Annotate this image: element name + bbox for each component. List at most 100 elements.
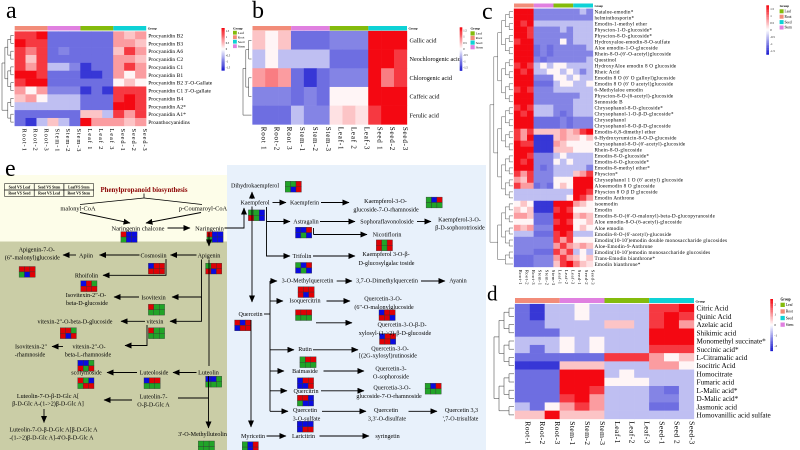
svg-text:Seed 2: Seed 2 <box>672 421 681 444</box>
svg-text:-(1->2)β-D-Glc A]-4'O-β-D-Glc: -(1->2)β-D-Glc A]-4'O-β-D-Glc A <box>9 435 94 442</box>
svg-text:b: b <box>252 0 264 24</box>
svg-text:Emodin-8-O-glucoside*: Emodin-8-O-glucoside* <box>595 154 650 160</box>
svg-text:vitexin-2″-O-beta-D-glucoside: vitexin-2″-O-beta-D-glucoside <box>38 319 113 325</box>
svg-text:Leaf-2: Leaf-2 <box>628 421 637 444</box>
svg-text:Leaf-1: Leaf-1 <box>613 421 622 444</box>
svg-text:p-Coumaroyl-CoA: p-Coumaroyl-CoA <box>179 206 228 213</box>
svg-text:0: 0 <box>463 48 465 51</box>
svg-text:3-O-Methylquercetin: 3-O-Methylquercetin <box>282 279 334 285</box>
svg-text:HydroxyAloe emodin 8 O glucosi: HydroxyAloe emodin 8 O glucoside <box>595 64 677 70</box>
svg-text:Procyanidin A1*: Procyanidin A1* <box>148 112 186 118</box>
svg-text:Emodin-8-O-(6'-O-malonyl)-beta: Emodin-8-O-(6'-O-malonyl)-beta-D-glucopy… <box>595 213 716 220</box>
svg-text:malonyl-CoA: malonyl-CoA <box>60 206 96 213</box>
svg-text:D-Malic acid*: D-Malic acid* <box>697 395 739 403</box>
svg-text:Chrysophanol 1 O (6' acetyl) g: Chrysophanol 1 O (6' acetyl) glucoside <box>595 177 684 184</box>
svg-text:Kaempferin: Kaempferin <box>290 200 319 207</box>
svg-text:Root VS Stem: Root VS Stem <box>67 192 91 196</box>
svg-text:3'-O-Methylluteolin: 3'-O-Methylluteolin <box>178 432 227 438</box>
svg-text:Stem-1: Stem-1 <box>298 127 306 152</box>
svg-text:Naringenin: Naringenin <box>195 225 225 232</box>
svg-text:Procyanidin B3: Procyanidin B3 <box>148 41 183 47</box>
svg-text:-1: -1 <box>226 60 229 63</box>
svg-text:Group: Group <box>781 298 791 302</box>
svg-text:scolymoside: scolymoside <box>71 371 102 377</box>
svg-text:Root VS Leaf: Root VS Leaf <box>38 192 61 196</box>
svg-text:Questinol: Questinol <box>595 58 617 64</box>
svg-text:Root-1: Root-1 <box>523 421 532 445</box>
svg-text:a: a <box>6 0 17 24</box>
svg-text:Leaf: Leaf <box>785 10 792 14</box>
svg-text:Azelaic acid: Azelaic acid <box>697 321 733 329</box>
svg-text:Rhoifolin: Rhoifolin <box>75 272 98 279</box>
svg-text:6-Hydroxyrumicin-8-O-D-glucosi: 6-Hydroxyrumicin-8-O-D-glucoside <box>595 136 678 142</box>
svg-text:Luteolin-7-: Luteolin-7- <box>140 395 168 401</box>
svg-text:d: d <box>487 282 498 306</box>
svg-text:Group: Group <box>409 27 418 31</box>
svg-text:Procyanidin A2*: Procyanidin A2* <box>148 104 186 110</box>
svg-text:Emodin-1-methyl ether: Emodin-1-methyl ether <box>595 22 648 28</box>
svg-text:Seed-3: Seed-3 <box>401 127 409 151</box>
svg-text:Seed-1: Seed-1 <box>577 270 582 285</box>
svg-text:Baimaside: Baimaside <box>292 369 318 375</box>
svg-text:Stem-2: Stem-2 <box>311 127 319 152</box>
svg-text:Cosmosiin: Cosmosiin <box>140 253 166 259</box>
svg-text:Group: Group <box>148 27 157 31</box>
svg-text:Isoquercitrin: Isoquercitrin <box>289 299 320 305</box>
svg-text:Myricetin: Myricetin <box>241 434 265 440</box>
svg-text:Root-3: Root-3 <box>42 129 49 152</box>
svg-text:O-β-D-Glc A: O-β-D-Glc A <box>137 403 170 409</box>
svg-text:Procyanidin C1: Procyanidin C1 <box>148 65 183 71</box>
svg-text:Stem: Stem <box>476 45 483 49</box>
svg-text:Quercetin-3-O-: Quercetin-3-O- <box>364 297 402 303</box>
svg-text:β-D-Glc A-(1->2)β-D-Glc A]: β-D-Glc A-(1->2)β-D-Glc A] <box>12 401 84 408</box>
svg-text:Stem-1: Stem-1 <box>538 270 543 286</box>
svg-text:Root-2: Root-2 <box>272 127 280 151</box>
svg-text:Emodin: Emodin <box>595 208 613 214</box>
svg-text:Root 1: Root 1 <box>259 127 267 151</box>
svg-text:Chrysophanol-8-O-glucoside*: Chrysophanol-8-O-glucoside* <box>595 106 664 112</box>
svg-text:Leaf-3: Leaf-3 <box>571 270 576 285</box>
svg-text:Seed: Seed <box>785 20 792 24</box>
svg-text:Aloe emodin: Aloe emodin <box>595 226 624 232</box>
svg-text:Rhein-8-O-(6'-O-acetyl)glucosi: Rhein-8-O-(6'-O-acetyl)glucoside <box>595 51 672 58</box>
svg-text:-1.5: -1.5 <box>463 67 468 70</box>
svg-text:Naringenin chalcone: Naringenin chalcone <box>111 225 164 232</box>
svg-text:Procyanidin B2 3'-O-Gallate: Procyanidin B2 3'-O-Gallate <box>148 81 213 87</box>
svg-text:Quercetin: Quercetin <box>293 408 317 414</box>
svg-text:Procyanidin C1 3'-O-gallate: Procyanidin C1 3'-O-gallate <box>148 89 211 95</box>
svg-text:Emodin Anthrone: Emodin Anthrone <box>595 196 636 202</box>
svg-text:1.5: 1.5 <box>770 7 774 11</box>
svg-text:Stem-2: Stem-2 <box>583 421 592 445</box>
svg-text:Gallic acid: Gallic acid <box>410 38 438 45</box>
svg-text:0: 0 <box>774 323 776 327</box>
svg-text:Procyanidin B2: Procyanidin B2 <box>148 33 183 39</box>
svg-text:Root VS Seed: Root VS Seed <box>8 192 31 196</box>
svg-text:0.5: 0.5 <box>463 42 467 45</box>
svg-text:-1.5: -1.5 <box>770 49 775 53</box>
svg-text:O-sophoroside: O-sophoroside <box>373 375 409 381</box>
svg-text:Stem-2: Stem-2 <box>544 270 549 286</box>
svg-text:Seed-2: Seed-2 <box>388 127 396 151</box>
svg-text:Isovitexin: Isovitexin <box>141 295 165 301</box>
svg-text:Caffeic acid: Caffeic acid <box>410 94 441 101</box>
svg-text:Seed VS Leaf: Seed VS Leaf <box>9 185 31 189</box>
svg-text:-0.5: -0.5 <box>226 54 231 57</box>
svg-text:Group: Group <box>696 300 706 304</box>
svg-text:Rutin: Rutin <box>298 347 312 353</box>
svg-text:Emodin(10-10')emodin monosacch: Emodin(10-10')emodin monosaccharide gluc… <box>595 249 711 256</box>
svg-text:Isovitexin-2″: Isovitexin-2″ <box>15 345 47 351</box>
svg-text:-1.5: -1.5 <box>226 66 231 69</box>
svg-text:Emodin 8 O (6' O galloyl)gluco: Emodin 8 O (6' O galloyl)glucoside <box>595 75 677 82</box>
svg-text:Succinic acid*: Succinic acid* <box>697 346 740 354</box>
svg-text:Group: Group <box>471 26 481 30</box>
svg-text:Luteolin: Luteolin <box>198 371 219 377</box>
svg-text:Luteolin-7-O-β-D-Glc A[β-D-Glc: Luteolin-7-O-β-D-Glc A[β-D-Glc A <box>9 428 98 434</box>
svg-text:Leaf 2: Leaf 2 <box>97 129 104 151</box>
svg-text:Quercetin-3-O-β-D-: Quercetin-3-O-β-D- <box>377 323 426 329</box>
svg-text:Chrysophanol-8-O-β-D-glucoside: Chrysophanol-8-O-β-D-glucoside <box>595 124 672 130</box>
svg-text:Root-3: Root-3 <box>531 270 536 285</box>
svg-text:Leaf-3: Leaf-3 <box>362 127 370 150</box>
svg-text:Homovanillic acid sulfate: Homovanillic acid sulfate <box>697 412 771 420</box>
svg-text:Trans-Emodin bianthrone*: Trans-Emodin bianthrone* <box>595 256 656 262</box>
svg-text:Apigenin: Apigenin <box>198 253 221 259</box>
